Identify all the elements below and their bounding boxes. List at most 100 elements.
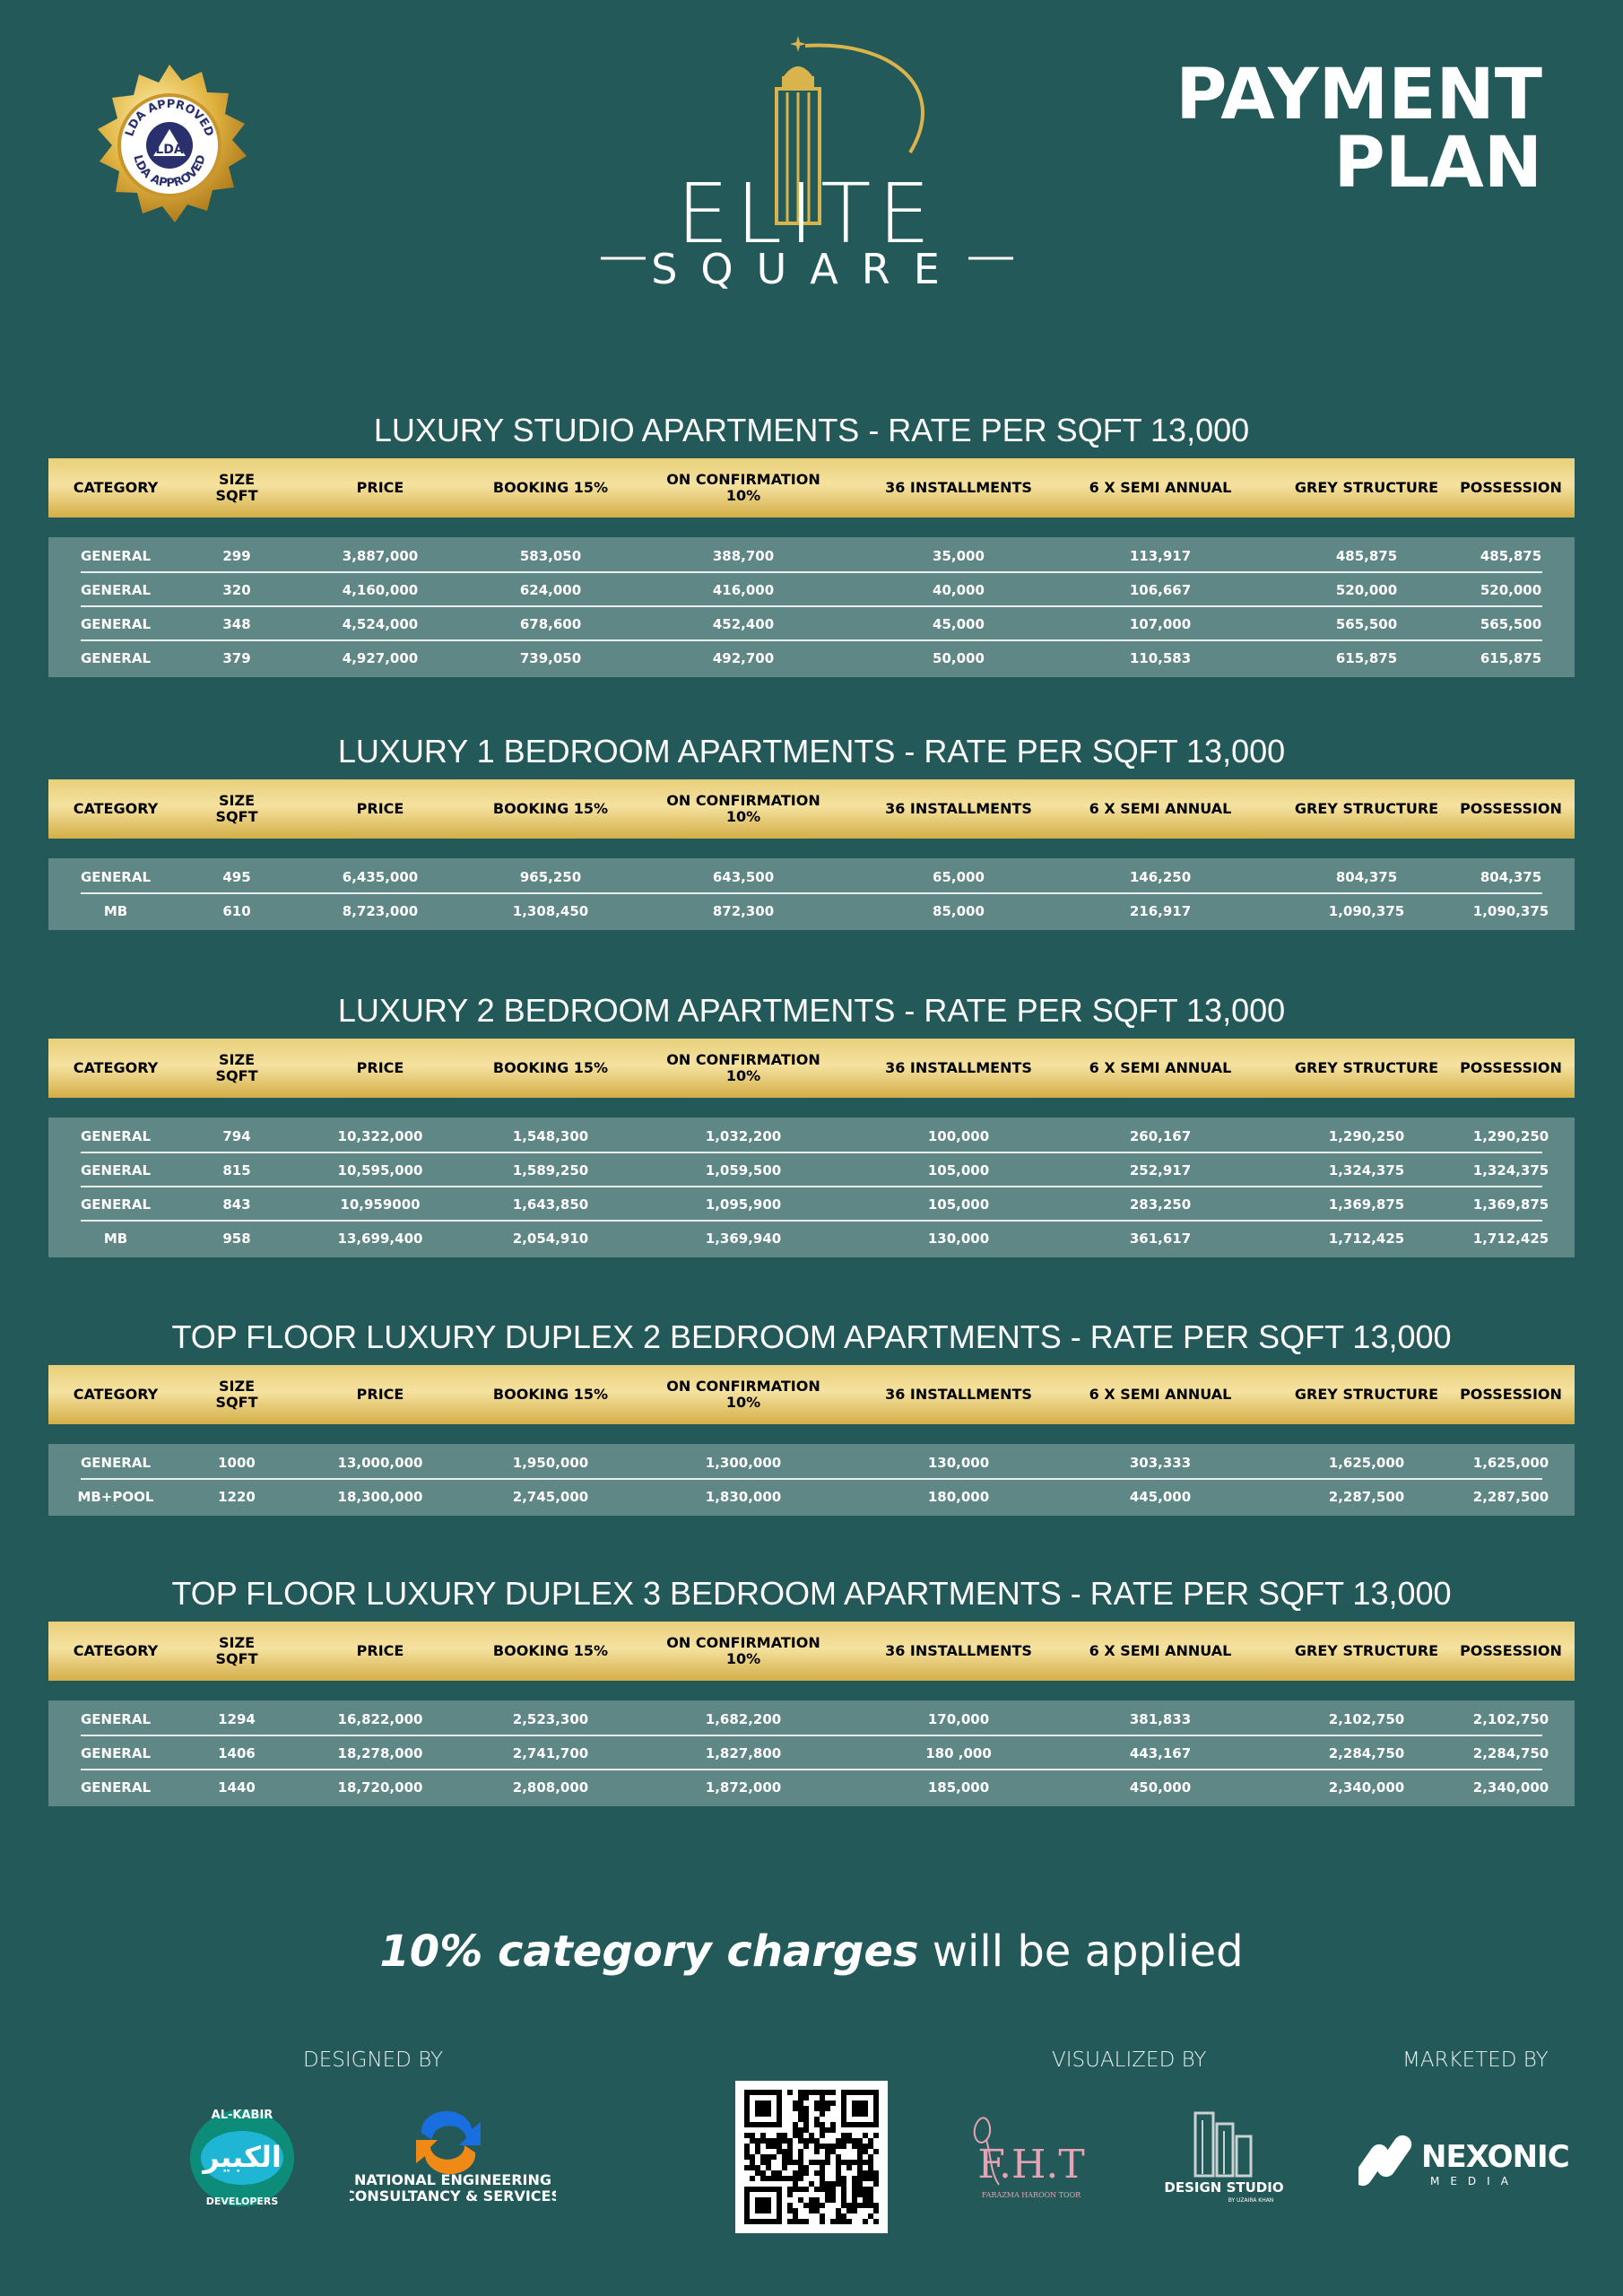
table-cell: 1,712,425 — [1328, 1231, 1405, 1247]
table-section: LUXURY STUDIO APARTMENTS - RATE PER SQFT… — [48, 408, 1575, 677]
table-row: MB 610 8,723,000 1,308,450 872,300 85,000 216,… — [48, 894, 1575, 928]
column-header: SIZE SQFT — [215, 1378, 258, 1411]
title-line-1: PAYMENT — [1176, 55, 1542, 135]
necs-line2: CONSULTANCY & SERVICES — [350, 2187, 556, 2205]
table-cell: 1,830,000 — [705, 1489, 782, 1505]
table-cell: 2,287,500 — [1472, 1489, 1549, 1505]
design-studio-logo-icon: DESIGN STUDIO BY UZAIRA KHAN — [1164, 2111, 1284, 2204]
table-cell: 1,090,375 — [1472, 903, 1549, 919]
table-header: CATEGORY SIZE SQFT PRICE BOOKING 15% ON CONF… — [48, 1622, 1575, 1681]
table-cell: 18,300,000 — [337, 1489, 423, 1505]
table-cell: 10,959000 — [340, 1196, 421, 1213]
table-cell: 216,917 — [1129, 903, 1192, 919]
table-cell: 180,000 — [927, 1489, 990, 1505]
column-header: BOOKING 15% — [492, 1642, 609, 1659]
table-cell: 65,000 — [933, 869, 985, 885]
table-cell: 2,284,750 — [1328, 1745, 1405, 1761]
table-cell: 388,700 — [712, 548, 775, 564]
column-header: POSSESSION — [1460, 1386, 1562, 1403]
table-cell: 4,160,000 — [342, 582, 419, 598]
table-cell: 113,917 — [1129, 548, 1192, 564]
table-row: GENERAL 1440 18,720,000 2,808,000 1,872,000 1… — [48, 1770, 1575, 1805]
table-section: TOP FLOOR LUXURY DUPLEX 2 BEDROOM APARTM… — [48, 1315, 1575, 1516]
table-cell: 105,000 — [927, 1196, 990, 1213]
table-cell: 485,875 — [1480, 548, 1542, 564]
table-cell: 678,600 — [519, 616, 582, 632]
table-cell: 35,000 — [933, 548, 985, 564]
table-cell: 8,723,000 — [342, 903, 419, 919]
table-cell: 1,369,875 — [1328, 1196, 1405, 1213]
table-cell: 615,875 — [1335, 650, 1398, 666]
column-header: POSSESSION — [1460, 479, 1562, 496]
nexonic-logo-icon: NEXONIC MEDIA — [1358, 2135, 1570, 2187]
section-title: LUXURY 1 BEDROOM APARTMENTS - RATE PER S… — [337, 733, 1286, 770]
table-cell: 348 — [222, 616, 251, 632]
table-cell: 50,000 — [933, 650, 985, 666]
necs-line1: NATIONAL ENGINEERING — [354, 2171, 551, 2188]
table-cell: 1,950,000 — [512, 1455, 589, 1471]
table-cell: GENERAL — [80, 1162, 152, 1178]
table-cell: 106,667 — [1129, 582, 1192, 598]
table-cell: 1,625,000 — [1328, 1455, 1405, 1471]
lda-approved-badge-icon: LDA LDA APPROVED LDA APPROVED — [98, 65, 247, 222]
table-cell: 2,054,910 — [512, 1231, 589, 1247]
table-cell: 958 — [222, 1231, 251, 1247]
designed-by-label: DESIGNED BY — [303, 2048, 444, 2072]
table-cell: 416,000 — [712, 582, 775, 598]
column-header: ON CONFIRMATION 10% — [666, 1378, 820, 1411]
table-cell: 2,287,500 — [1328, 1489, 1405, 1505]
table-cell: 565,500 — [1480, 616, 1542, 632]
page-title: PAYMENT PLAN — [1176, 55, 1542, 198]
alkabir-arabic: الكبير — [201, 2140, 282, 2174]
column-header: BOOKING 15% — [492, 479, 609, 496]
section-title: TOP FLOOR LUXURY DUPLEX 2 BEDROOM APARTM… — [171, 1318, 1452, 1355]
table-cell: 583,050 — [519, 548, 582, 564]
table-cell: 1,548,300 — [512, 1128, 589, 1144]
table-cell: GENERAL — [80, 1745, 152, 1761]
column-header: 36 INSTALLMENTS — [885, 1642, 1032, 1659]
table-cell: 381,833 — [1129, 1711, 1192, 1727]
table-cell: 1,589,250 — [512, 1162, 589, 1178]
table-cell: 130,000 — [927, 1231, 990, 1247]
column-header: ON CONFIRMATION 10% — [666, 1051, 820, 1084]
table-body: GENERAL 1294 16,822,000 2,523,300 1,682,200 1… — [48, 1700, 1575, 1806]
column-header: POSSESSION — [1460, 1642, 1562, 1659]
table-cell: 260,167 — [1129, 1128, 1192, 1144]
column-header: GREY STRUCTURE — [1294, 800, 1439, 817]
table-cell: 495 — [222, 869, 251, 885]
column-header: BOOKING 15% — [492, 800, 609, 817]
nexonic-sub: MEDIA — [1430, 2175, 1519, 2187]
alkabir-bottom: DEVELOPERS — [206, 2196, 279, 2207]
table-cell: 1,290,250 — [1472, 1128, 1549, 1144]
table-row: GENERAL 1406 18,278,000 2,741,700 1,827,800 1… — [48, 1736, 1575, 1770]
section-title: LUXURY STUDIO APARTMENTS - RATE PER SQFT… — [373, 412, 1250, 448]
table-row: GENERAL 320 4,160,000 624,000 416,000 40,000 1… — [48, 573, 1575, 607]
table-cell: GENERAL — [80, 548, 152, 564]
table-cell: 2,340,000 — [1328, 1779, 1405, 1796]
column-header: SIZE SQFT — [215, 792, 258, 825]
qr-code[interactable] — [735, 2081, 888, 2233]
table-cell: 320 — [222, 582, 251, 598]
table-cell: 2,102,750 — [1328, 1711, 1405, 1727]
charges-rest: will be applied — [918, 1926, 1244, 1977]
table-cell: 794 — [222, 1128, 251, 1144]
table-header: CATEGORY SIZE SQFT PRICE BOOKING 15% ON CONF… — [48, 458, 1575, 517]
column-header: SIZE SQFT — [215, 471, 258, 504]
table-cell: 18,278,000 — [337, 1745, 423, 1761]
table-cell: 4,524,000 — [342, 616, 419, 632]
table-cell: GENERAL — [80, 1711, 152, 1727]
column-header: PRICE — [356, 1642, 404, 1659]
table-cell: 2,808,000 — [512, 1779, 589, 1796]
table-cell: 2,741,700 — [512, 1745, 589, 1761]
table-cell: GENERAL — [80, 1196, 152, 1213]
table-body: GENERAL 495 6,435,000 965,250 643,500 65,000 1… — [48, 858, 1575, 930]
table-row: MB 958 13,699,400 2,054,910 1,369,940 130,000… — [48, 1222, 1575, 1256]
table-cell: 18,720,000 — [337, 1779, 423, 1796]
table-cell: 1,090,375 — [1328, 903, 1405, 919]
table-cell: 443,167 — [1129, 1745, 1192, 1761]
table-cell: 1,324,375 — [1328, 1162, 1405, 1178]
column-header: PRICE — [356, 479, 404, 496]
column-header: 6 X SEMI ANNUAL — [1089, 800, 1232, 817]
table-cell: 45,000 — [933, 616, 985, 632]
table-cell: 615,875 — [1480, 650, 1542, 666]
